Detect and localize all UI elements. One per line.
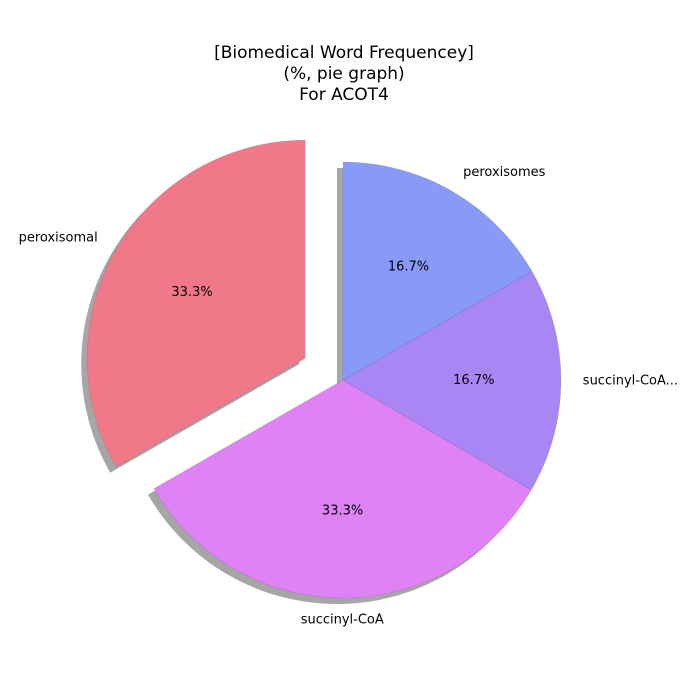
slice-label-peroxisomes-3: peroxisomes bbox=[463, 165, 546, 180]
pie-slice-peroxisomes-3[interactable] bbox=[342, 161, 533, 381]
slice-label-peroxisomal-0: peroxisomal bbox=[19, 231, 98, 246]
chart-title: [Biomedical Word Frequencey] (%, pie gra… bbox=[214, 43, 474, 105]
slice-percent-peroxisomal-0: 33.3% bbox=[171, 285, 212, 300]
pie-slice-succinyl-coa-2[interactable] bbox=[342, 270, 562, 491]
chart-title-line-1: [Biomedical Word Frequencey] bbox=[214, 43, 474, 63]
pie-labels: peroxisomal 33.3% succinyl-CoA 33.3% succiny… bbox=[19, 165, 678, 627]
slice-percent-succinyl-coa-2: 16.7% bbox=[453, 373, 494, 388]
slice-percent-peroxisomes-3: 16.7% bbox=[388, 259, 429, 274]
pie-slices bbox=[87, 139, 562, 599]
slice-label-succinyl-coa-2: succinyl-CoA... bbox=[583, 373, 678, 388]
pie-slice-succinyl-coa-1[interactable] bbox=[153, 379, 532, 599]
chart-title-line-2: (%, pie graph) bbox=[283, 64, 404, 84]
slice-percent-succinyl-coa-1: 33.3% bbox=[322, 503, 363, 518]
pie-slice-peroxisomal-0[interactable] bbox=[87, 139, 306, 468]
chart-title-line-3: For ACOT4 bbox=[299, 85, 389, 105]
slice-label-succinyl-coa-1: succinyl-CoA bbox=[301, 612, 384, 627]
